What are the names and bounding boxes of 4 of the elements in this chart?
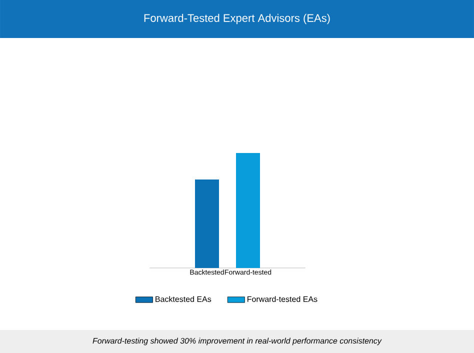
text: Forward-testing showed 30% improvement in real-world performance consistency (92, 338, 382, 346)
legend-label: Backtested EAs (156, 296, 212, 302)
chart-title: Forward-Tested Expert Advisors (EAs) (144, 14, 330, 24)
legend-label: Forward-tested EAs (248, 296, 318, 302)
